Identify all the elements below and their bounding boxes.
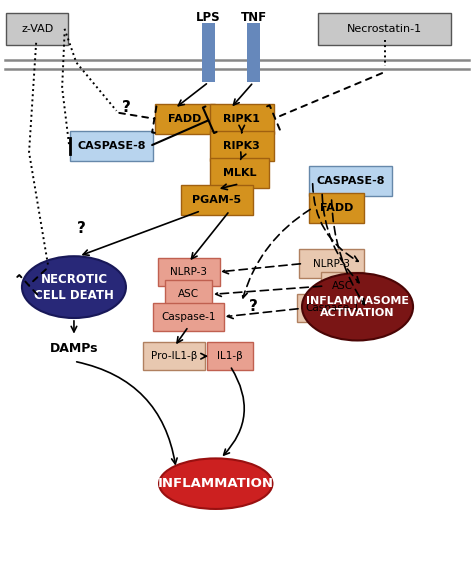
Text: ASC: ASC <box>332 281 353 291</box>
FancyBboxPatch shape <box>6 13 68 44</box>
FancyBboxPatch shape <box>157 258 219 286</box>
Text: z-VAD: z-VAD <box>21 24 54 34</box>
FancyBboxPatch shape <box>318 13 451 44</box>
FancyBboxPatch shape <box>210 131 274 162</box>
FancyBboxPatch shape <box>153 303 224 331</box>
Text: RIPK3: RIPK3 <box>223 141 260 151</box>
Text: FADD: FADD <box>168 114 202 124</box>
Text: ?: ? <box>77 221 85 236</box>
Bar <box>247 23 260 82</box>
Text: Caspase-1: Caspase-1 <box>305 303 360 314</box>
Text: Caspase-1: Caspase-1 <box>161 312 216 322</box>
Text: PGAM-5: PGAM-5 <box>192 195 241 205</box>
Ellipse shape <box>22 256 126 318</box>
Text: ASC: ASC <box>178 289 199 300</box>
Ellipse shape <box>159 458 273 509</box>
Text: DAMPs: DAMPs <box>50 342 98 355</box>
Text: IL1-β: IL1-β <box>217 351 243 361</box>
FancyBboxPatch shape <box>155 104 215 135</box>
Text: Necrostatin-1: Necrostatin-1 <box>347 24 422 34</box>
FancyBboxPatch shape <box>309 166 392 196</box>
Text: Pro-IL1-β: Pro-IL1-β <box>151 351 198 361</box>
FancyBboxPatch shape <box>320 272 364 300</box>
Text: NECROTIC
CELL DEATH: NECROTIC CELL DEATH <box>34 272 114 302</box>
Bar <box>202 23 215 82</box>
FancyBboxPatch shape <box>297 294 368 323</box>
Text: INFLAMMATION: INFLAMMATION <box>158 477 273 490</box>
Text: RIPK1: RIPK1 <box>223 114 260 124</box>
FancyBboxPatch shape <box>207 342 253 370</box>
FancyBboxPatch shape <box>164 280 212 309</box>
Text: CASPASE-8: CASPASE-8 <box>316 176 385 186</box>
Text: ?: ? <box>249 300 258 314</box>
Text: CASPASE-8: CASPASE-8 <box>78 141 146 151</box>
Text: MLKL: MLKL <box>223 168 256 178</box>
Text: TNF: TNF <box>240 11 266 24</box>
FancyBboxPatch shape <box>181 185 253 215</box>
FancyBboxPatch shape <box>70 131 154 162</box>
Text: ?: ? <box>121 100 130 115</box>
FancyBboxPatch shape <box>210 158 269 188</box>
Text: LPS: LPS <box>196 11 221 24</box>
Ellipse shape <box>302 273 413 341</box>
Text: NLRP-3: NLRP-3 <box>313 258 350 269</box>
Text: INFLAMMASOME
ACTIVATION: INFLAMMASOME ACTIVATION <box>306 296 409 318</box>
Text: FADD: FADD <box>319 203 353 213</box>
Text: NLRP-3: NLRP-3 <box>170 267 207 277</box>
FancyBboxPatch shape <box>144 342 205 370</box>
FancyBboxPatch shape <box>210 104 274 135</box>
FancyBboxPatch shape <box>300 249 364 278</box>
FancyBboxPatch shape <box>309 193 364 223</box>
